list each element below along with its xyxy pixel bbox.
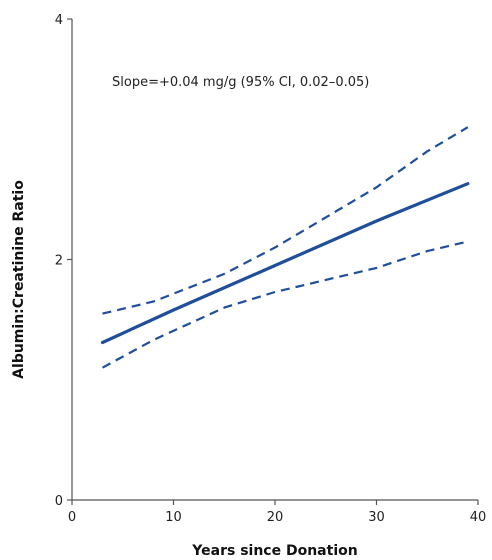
lower-ci-line (101, 240, 469, 369)
slope-annotation: Slope=+0.04 mg/g (95% CI, 0.02–0.05) (112, 75, 369, 90)
x-axis-title: Years since Donation (191, 543, 357, 559)
y-tick-label-0: 0 (55, 494, 63, 509)
estimate-line (100, 182, 470, 345)
axes (71, 19, 478, 501)
upper-ci-line (102, 126, 469, 315)
x-tick-label-10: 10 (165, 510, 182, 525)
x-tick-label-20: 20 (267, 510, 284, 525)
x-tick-label-30: 30 (368, 510, 385, 525)
y-tick-label-4: 4 (55, 13, 63, 28)
series-lines (100, 126, 470, 369)
y-axis-title: Albumin:Creatinine Ratio (11, 180, 27, 379)
y-tick-label-2: 2 (55, 254, 63, 269)
x-tick-label-0: 0 (68, 510, 76, 525)
x-tick-label-40: 40 (470, 510, 487, 525)
